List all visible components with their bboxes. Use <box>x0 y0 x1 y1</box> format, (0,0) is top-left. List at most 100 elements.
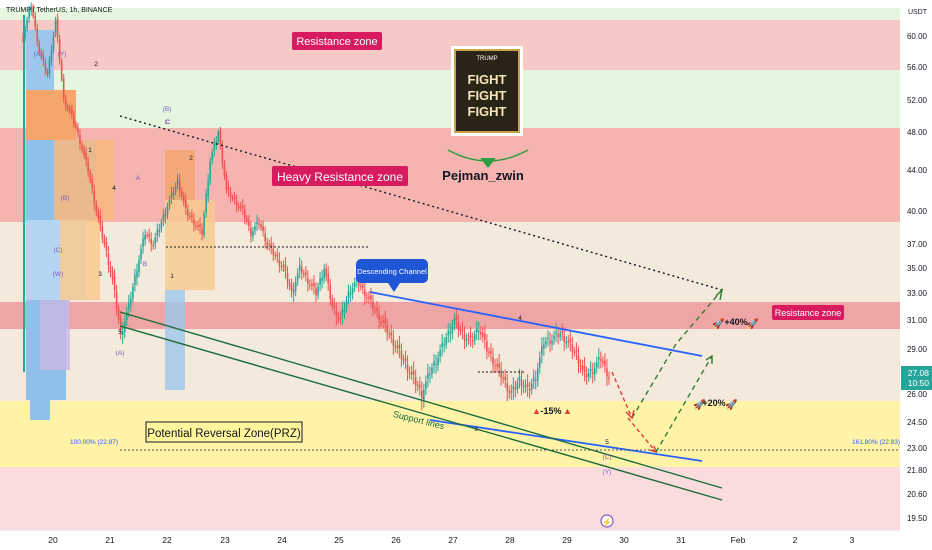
candle-body <box>132 286 134 299</box>
candle-body <box>309 284 311 286</box>
candle-body <box>577 355 580 365</box>
candle-body <box>69 108 71 112</box>
low-band <box>0 467 900 530</box>
time-tick-label: 23 <box>220 535 230 545</box>
candle-body <box>394 346 397 348</box>
prz-tag[interactable] <box>145 421 303 443</box>
candle-body <box>587 373 590 378</box>
candle-body <box>526 383 529 388</box>
candle-body <box>539 357 541 368</box>
badge-art <box>454 49 520 133</box>
heavy-resistance-label: Heavy Resistance zone <box>277 170 403 184</box>
target-up-big-label: +40% <box>724 317 747 327</box>
time-axis[interactable]: 20 21 22 23 24 25 26 27 28 29 30 31 Feb 2 3 <box>0 529 900 550</box>
candle-body <box>205 193 207 213</box>
support-line-lower[interactable] <box>119 325 723 501</box>
candle-body <box>286 272 289 283</box>
price-axis[interactable]: USDT 60.00 56.00 52.00 48.00 44.00 40.00 37.00… <box>900 0 932 550</box>
candle-body <box>134 275 136 285</box>
candle-body <box>233 196 236 199</box>
candle-body <box>260 223 262 228</box>
candle-body <box>534 379 537 382</box>
candle-body <box>307 277 309 284</box>
vp-bar <box>165 290 185 390</box>
lightning-icon-circle[interactable] <box>600 514 614 528</box>
candle-body <box>488 351 490 353</box>
candle-body <box>73 115 75 124</box>
badge-word: FIGHT <box>468 88 507 103</box>
time-tick-label: 25 <box>334 535 344 545</box>
candle-body <box>89 171 91 181</box>
candle-body <box>115 291 118 309</box>
candle-body <box>311 283 313 286</box>
badge-arrow-down-icon <box>480 158 496 168</box>
heavy-resistance-tag[interactable] <box>272 166 408 186</box>
descending-channel-top-line[interactable] <box>369 291 703 357</box>
candle-body <box>203 213 205 235</box>
candle-body <box>418 384 421 388</box>
green-band-top <box>0 8 900 20</box>
candle-body <box>508 391 511 393</box>
candle-body <box>567 340 570 343</box>
candle-body <box>60 60 63 80</box>
candle-body <box>178 180 181 191</box>
resistance-zone-right-tag[interactable] <box>772 305 844 320</box>
support-line-upper[interactable] <box>119 311 723 489</box>
candle-body <box>372 301 374 309</box>
last-price-badge[interactable] <box>901 366 932 390</box>
candle-body <box>231 197 234 199</box>
candle-body <box>97 211 100 219</box>
price-tick-label: 52.00 <box>907 96 928 105</box>
candle-body <box>370 295 372 300</box>
candle-body <box>361 285 364 288</box>
candle-body <box>404 358 407 362</box>
candle-body <box>298 264 301 271</box>
price-tick-label: 48.00 <box>907 128 928 137</box>
candle-body <box>520 379 523 386</box>
wave-labels: (A)(B)(C)(W)(Y)ABC12345(A)(B)C12345(C)(Y… <box>34 51 612 476</box>
candle-body <box>81 144 83 150</box>
candle-body <box>121 331 124 336</box>
candle-body <box>36 28 39 42</box>
candle-body <box>475 328 478 333</box>
candle-body <box>506 383 509 391</box>
candle-body <box>441 343 443 348</box>
candle-body <box>323 269 325 279</box>
wave-label: 5 <box>605 439 609 446</box>
wave-label: (Y) <box>58 51 67 58</box>
candle-body <box>38 42 41 53</box>
candle-body <box>536 368 539 381</box>
candle-body <box>398 344 401 349</box>
resistance-zone-top-tag[interactable] <box>292 32 382 50</box>
prz-label: Potential Reversal Zone(PRZ) <box>147 428 301 440</box>
rocket-icon: 🚀 <box>712 317 725 330</box>
candle-body <box>66 106 69 109</box>
candle-body <box>313 283 315 287</box>
badge-word: FIGHT <box>468 104 507 119</box>
candle-body <box>490 350 492 354</box>
target-down-label: -15% <box>540 406 561 416</box>
candle-body <box>243 209 246 219</box>
wave-label: 5 <box>118 329 122 336</box>
candle-body <box>195 225 197 227</box>
descending-channel-bottom-line[interactable] <box>429 419 703 462</box>
candle-body <box>547 337 549 339</box>
wave-label: (B) <box>61 195 70 202</box>
candle-body <box>187 209 189 216</box>
badge-top: TRUMP <box>476 56 497 62</box>
time-axis-bg <box>0 530 900 550</box>
vp-bar <box>40 300 70 370</box>
candle-body <box>280 265 283 268</box>
candle-body <box>156 230 159 236</box>
candle-body <box>79 134 81 144</box>
descending-channel-tag[interactable] <box>356 259 428 283</box>
author-badge[interactable]: TRUMP FIGHT FIGHT FIGHT Pejman_zwin <box>442 46 529 183</box>
candle-body <box>347 290 350 298</box>
price-tick-label: 33.00 <box>907 289 928 298</box>
time-tick-label: 27 <box>448 535 458 545</box>
candle-body <box>500 369 502 378</box>
candle-body <box>593 368 596 375</box>
candle-body <box>423 389 425 401</box>
candle-body <box>189 215 191 217</box>
